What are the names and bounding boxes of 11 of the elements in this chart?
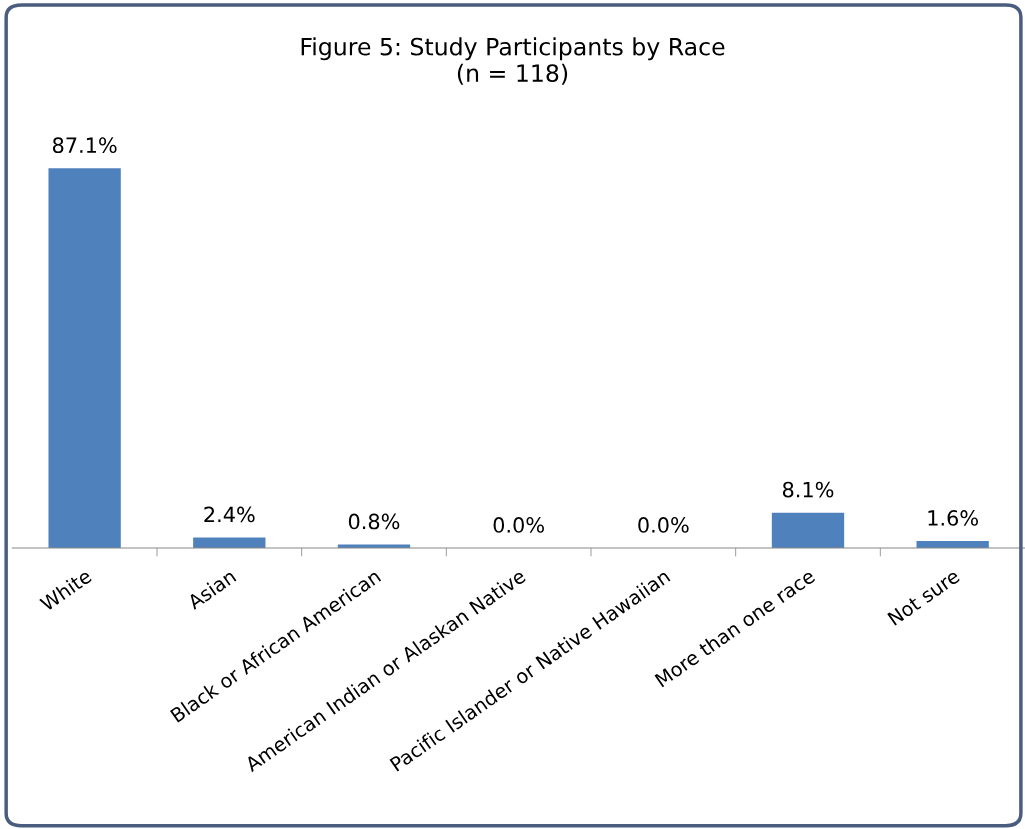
data-label: 0.8% <box>348 513 400 530</box>
data-label: 1.6% <box>928 510 978 526</box>
data-label: 0.0% <box>638 517 689 533</box>
bar <box>48 168 121 548</box>
data-label: 2.4% <box>204 506 255 523</box>
bar <box>771 512 845 548</box>
chart-title: Figure 5: Study Participants by Race (n = 118) <box>301 37 725 85</box>
data-label: 0.0% <box>493 517 544 533</box>
data-label: 8.1% <box>782 481 834 498</box>
data-label: 87.1% <box>52 137 117 154</box>
x-tick-label: Not sure <box>887 568 961 626</box>
